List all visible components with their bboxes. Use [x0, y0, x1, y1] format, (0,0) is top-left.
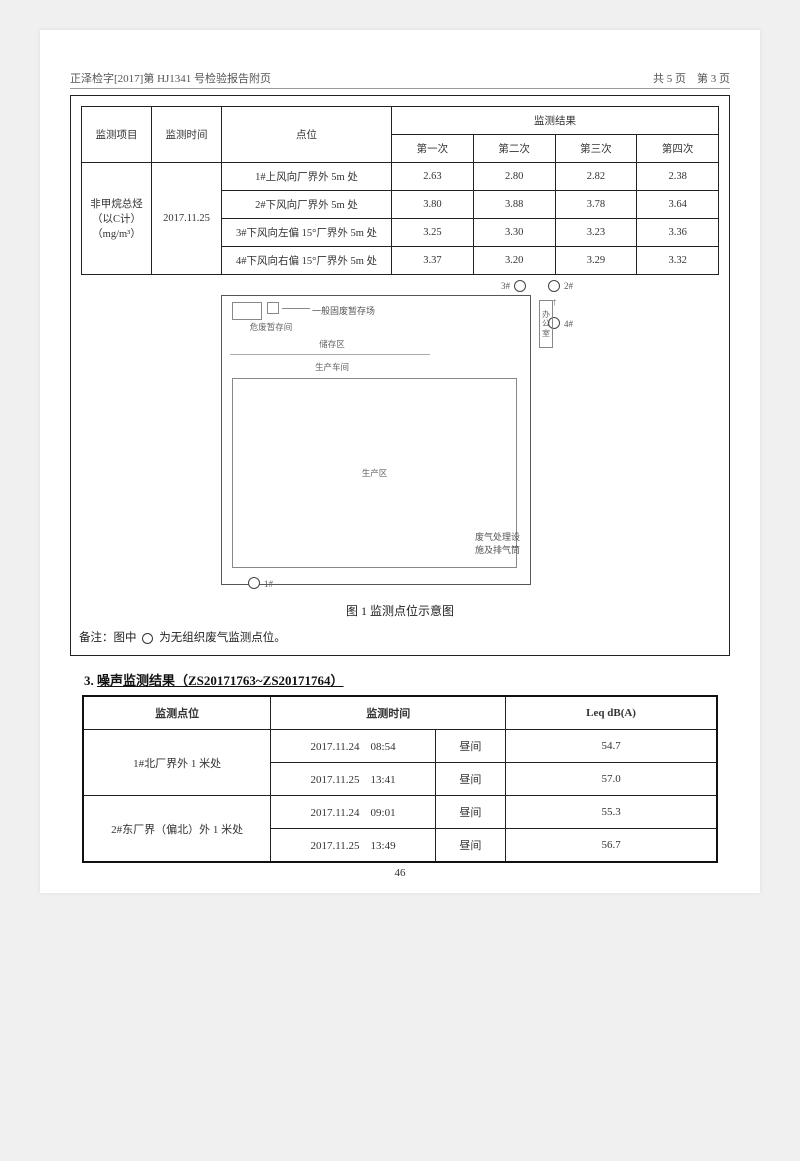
cell-point: 2#下风向厂界外 5m 处 [222, 191, 392, 219]
th-c2: 第二次 [473, 135, 555, 163]
circle-icon [514, 280, 526, 292]
cell-time: 2017.11.24 08:54 [271, 730, 435, 763]
label-exhaust: 废气处理设 施及排气筒 [475, 530, 520, 556]
cell-val: 2.82 [555, 163, 637, 191]
table-row: 非甲烷总烃 （以C计） （mg/m³） 2017.11.25 1#上风向厂界外 … [82, 163, 719, 191]
cell-point: 3#下风向左偏 15°厂界外 5m 处 [222, 219, 392, 247]
divider-line [230, 354, 430, 355]
th-loc: 监测点位 [83, 696, 271, 730]
cell-time: 2017.11.24 09:01 [271, 796, 435, 829]
monitor-table: 监测项目 监测时间 点位 监测结果 第一次 第二次 第三次 第四次 非甲烷总烃 … [81, 106, 719, 275]
th-c1: 第一次 [392, 135, 474, 163]
point-label-2: 2# [564, 281, 573, 291]
section-title: 3. 噪声监测结果（ZS20171763~ZS20171764） [84, 670, 730, 689]
label-storage: 储存区 [232, 336, 432, 352]
table-row: 2#东厂界（偏北）外 1 米处 2017.11.24 09:01 昼间 55.3 [83, 796, 717, 829]
circle-icon [142, 633, 153, 644]
page: 正泽检字[2017]第 HJ1341 号检验报告附页 共 5 页 第 3 页 监… [40, 30, 760, 893]
cell-val: 56.7 [506, 829, 717, 863]
cell-time: 2017.11.25 13:41 [271, 763, 435, 796]
cell-loc: 1#北厂界外 1 米处 [83, 730, 271, 796]
label-hazard-store: 危废暂存间 [246, 322, 296, 332]
point-label-3: 3# [501, 281, 510, 291]
cell-val: 54.7 [506, 730, 717, 763]
site-boundary: 一般固废暂存场 危废暂存间 储存区 生产车间 生产区 废气处理设 施及排气筒 [221, 295, 531, 585]
cell-val: 2.80 [473, 163, 555, 191]
cell-time: 2017.11.25 [152, 163, 222, 275]
label-workshop: 生产车间 [232, 360, 432, 374]
cell-val: 3.88 [473, 191, 555, 219]
cell-val: 3.30 [473, 219, 555, 247]
th-leq: Leq dB(A) [506, 696, 717, 730]
cell-val: 3.20 [473, 247, 555, 275]
page-number: 46 [40, 867, 760, 879]
label-prod-area: 生产区 [362, 467, 388, 479]
box-minor [267, 302, 279, 314]
th-result: 监测结果 [392, 107, 719, 135]
cell-val: 3.78 [555, 191, 637, 219]
note-line: 备注：图中 为无组织废气监测点位。 [71, 625, 729, 655]
section-number: 3. [84, 673, 94, 688]
cell-period: 昼间 [435, 763, 505, 796]
cell-item: 非甲烷总烃 （以C计） （mg/m³） [82, 163, 152, 275]
cell-loc: 2#东厂界（偏北）外 1 米处 [83, 796, 271, 863]
cell-point: 1#上风向厂界外 5m 处 [222, 163, 392, 191]
note-prefix: 备注：图中 [79, 632, 137, 644]
th-point: 点位 [222, 107, 392, 163]
header-right: 共 5 页 第 3 页 [653, 70, 730, 86]
cell-val: 3.32 [637, 247, 719, 275]
figure-caption: 图 1 监测点位示意图 [71, 602, 729, 619]
cell-point: 4#下风向右偏 15°厂界外 5m 处 [222, 247, 392, 275]
cell-val: 3.25 [392, 219, 474, 247]
circle-icon [548, 280, 560, 292]
circle-icon [248, 577, 260, 589]
th-c3: 第三次 [555, 135, 637, 163]
header-left: 正泽检字[2017]第 HJ1341 号检验报告附页 [70, 70, 271, 86]
th-item: 监测项目 [82, 107, 152, 163]
page-header: 正泽检字[2017]第 HJ1341 号检验报告附页 共 5 页 第 3 页 [70, 70, 730, 89]
office-box: 办 公 室 [539, 300, 553, 348]
cell-val: 3.80 [392, 191, 474, 219]
th-time: 监测时间 [152, 107, 222, 163]
cell-period: 昼间 [435, 829, 505, 863]
cell-val: 3.29 [555, 247, 637, 275]
content-frame: 监测项目 监测时间 点位 监测结果 第一次 第二次 第三次 第四次 非甲烷总烃 … [70, 95, 730, 656]
cell-val: 3.36 [637, 219, 719, 247]
cell-val: 3.64 [637, 191, 719, 219]
table-row: 1#北厂界外 1 米处 2017.11.24 08:54 昼间 54.7 [83, 730, 717, 763]
diagram-container: 3# 2# ↑ 4# 一般固废暂存场 危废暂存间 储存区 生产车间 生产区 废气… [71, 275, 729, 625]
noise-table: 监测点位 监测时间 Leq dB(A) 1#北厂界外 1 米处 2017.11.… [82, 695, 718, 863]
note-suffix: 为无组织废气监测点位。 [159, 632, 286, 644]
section-title-text: 噪声监测结果（ZS20171763~ZS20171764） [97, 673, 344, 688]
cell-val: 2.38 [637, 163, 719, 191]
th-time: 监测时间 [271, 696, 506, 730]
label-solid-store: 一般固废暂存场 [312, 304, 375, 317]
cell-period: 昼间 [435, 730, 505, 763]
cell-period: 昼间 [435, 796, 505, 829]
box-minor [232, 302, 262, 320]
cell-val: 57.0 [506, 763, 717, 796]
point-label-1: 1# [264, 579, 273, 589]
cell-val: 3.37 [392, 247, 474, 275]
cell-val: 55.3 [506, 796, 717, 829]
point-label-4: 4# [564, 319, 573, 329]
cell-val: 3.23 [555, 219, 637, 247]
leader-line [282, 308, 310, 309]
th-c4: 第四次 [637, 135, 719, 163]
cell-val: 2.63 [392, 163, 474, 191]
cell-time: 2017.11.25 13:49 [271, 829, 435, 863]
